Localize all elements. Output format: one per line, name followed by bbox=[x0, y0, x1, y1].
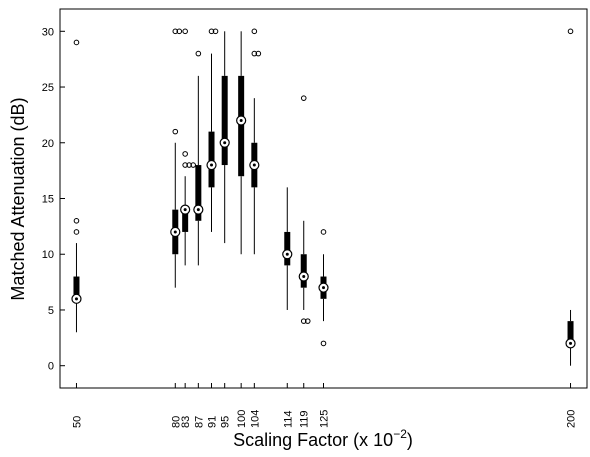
outlier-point bbox=[208, 28, 215, 35]
x-tick-label: 100 bbox=[236, 410, 248, 428]
plot-frame bbox=[59, 8, 588, 389]
y-axis: 0 5 10 15 20 25 30 bbox=[42, 26, 65, 373]
box-iqr bbox=[221, 75, 228, 166]
box-iqr bbox=[73, 276, 80, 299]
outlier-point bbox=[73, 217, 80, 224]
outlier-point bbox=[172, 28, 179, 35]
x-tick-label: 125 bbox=[319, 410, 331, 428]
box-series bbox=[71, 28, 576, 366]
median-dot bbox=[302, 275, 306, 279]
box-83 bbox=[180, 28, 196, 266]
box-87 bbox=[193, 50, 204, 266]
box-iqr bbox=[182, 209, 189, 232]
median-dot bbox=[223, 141, 227, 145]
outlier-point bbox=[304, 318, 311, 324]
x-tick-label: 104 bbox=[249, 410, 261, 428]
box-iqr bbox=[208, 131, 215, 188]
outlier-point bbox=[251, 28, 258, 35]
median-dot bbox=[252, 163, 256, 167]
x-tick-label: 95 bbox=[220, 416, 232, 428]
outlier-point bbox=[195, 50, 202, 57]
x-axis-title-main: Scaling Factor (x 10 bbox=[233, 430, 393, 450]
box-80 bbox=[170, 28, 183, 288]
outlier-point bbox=[300, 318, 307, 324]
box-iqr bbox=[284, 231, 291, 266]
median-dot bbox=[210, 163, 214, 167]
x-tick-label: 114 bbox=[282, 410, 294, 428]
box-50 bbox=[71, 39, 82, 333]
x-axis-title-suffix: ) bbox=[407, 430, 413, 450]
outlier-point bbox=[320, 340, 327, 347]
median-dot bbox=[183, 208, 187, 212]
outlier-point bbox=[320, 229, 327, 235]
box-95 bbox=[219, 31, 230, 244]
box-100 bbox=[236, 31, 247, 255]
outlier-point bbox=[300, 95, 307, 101]
median-dot bbox=[285, 252, 289, 256]
outlier-point bbox=[73, 229, 80, 235]
median-dot bbox=[196, 208, 200, 212]
y-tick-label: 30 bbox=[42, 26, 54, 38]
outlier-point bbox=[186, 162, 192, 168]
box-119 bbox=[298, 95, 311, 324]
box-iqr bbox=[238, 75, 245, 177]
outlier-point bbox=[255, 50, 262, 57]
y-tick-label: 10 bbox=[42, 249, 54, 261]
x-tick-label: 91 bbox=[207, 416, 219, 428]
box-iqr bbox=[300, 254, 307, 288]
plot-border bbox=[59, 8, 588, 389]
box-114 bbox=[282, 187, 293, 310]
x-axis-title: Scaling Factor (x 10−2) bbox=[233, 427, 413, 450]
outlier-point bbox=[182, 28, 188, 35]
outlier-point bbox=[567, 28, 574, 35]
median-dot bbox=[239, 118, 243, 122]
x-axis-title-exponent: −2 bbox=[393, 427, 407, 441]
x-tick-label: 200 bbox=[566, 410, 578, 428]
box-104 bbox=[249, 28, 262, 255]
y-tick-label: 0 bbox=[48, 361, 54, 373]
y-tick-label: 20 bbox=[42, 138, 54, 150]
x-tick-label: 80 bbox=[170, 416, 182, 428]
box-91 bbox=[206, 28, 219, 232]
y-tick-label: 25 bbox=[42, 82, 54, 94]
x-tick-label: 83 bbox=[180, 416, 192, 428]
y-axis-title: Matched Attenuation (dB) bbox=[8, 97, 28, 300]
y-tick-label: 15 bbox=[42, 194, 54, 206]
box-iqr bbox=[195, 165, 202, 221]
y-tick-label: 5 bbox=[48, 305, 54, 317]
x-tick-label: 119 bbox=[299, 410, 311, 428]
outlier-point bbox=[172, 128, 179, 135]
median-dot bbox=[322, 286, 325, 290]
outlier-point bbox=[73, 39, 80, 46]
x-tick-label: 50 bbox=[71, 416, 83, 428]
outlier-point bbox=[182, 151, 188, 157]
box-iqr bbox=[567, 321, 574, 344]
outlier-point bbox=[251, 50, 258, 57]
box-125 bbox=[318, 229, 329, 347]
median-dot bbox=[569, 341, 573, 345]
median-dot bbox=[74, 297, 78, 301]
outlier-point bbox=[176, 28, 183, 35]
box-200 bbox=[565, 28, 576, 366]
median-dot bbox=[173, 230, 177, 234]
outlier-point bbox=[182, 162, 188, 168]
outlier-point bbox=[212, 28, 219, 35]
x-tick-label: 87 bbox=[193, 416, 205, 428]
